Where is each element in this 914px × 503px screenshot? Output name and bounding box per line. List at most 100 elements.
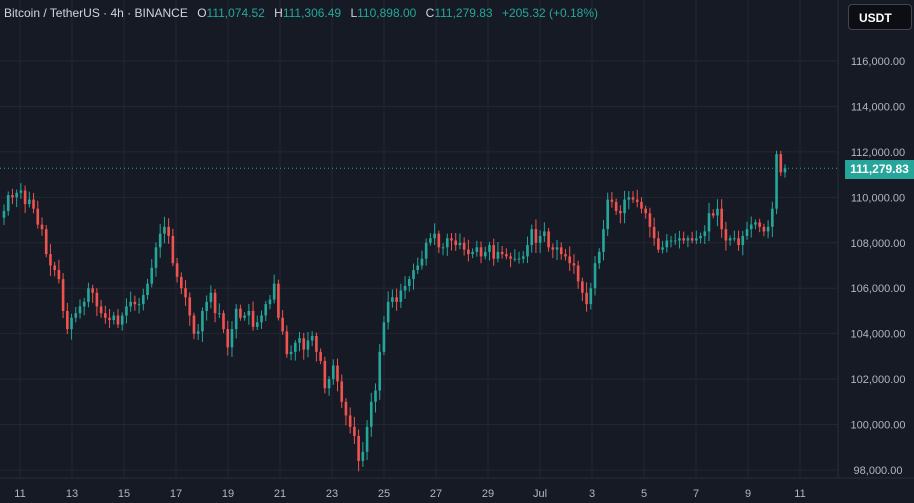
- candle: [82, 301, 86, 307]
- candle: [163, 226, 166, 234]
- open-value: 111,074.52: [206, 6, 265, 20]
- candle: [424, 242, 428, 259]
- candle: [564, 254, 567, 257]
- candle: [230, 329, 234, 348]
- candle: [344, 401, 348, 416]
- candle: [597, 251, 601, 264]
- candle: [678, 238, 681, 241]
- candle: [454, 240, 458, 246]
- candle: [614, 201, 618, 211]
- x-tick-label: 25: [378, 488, 390, 500]
- candle: [70, 317, 73, 330]
- x-tick-label: 7: [693, 488, 699, 500]
- candle: [234, 308, 238, 330]
- candle: [648, 213, 652, 227]
- candle: [44, 229, 48, 255]
- candle: [657, 238, 660, 250]
- candle: [665, 240, 669, 248]
- candle: [209, 292, 213, 302]
- candle: [488, 245, 491, 252]
- candle: [137, 304, 141, 306]
- candle: [437, 233, 441, 248]
- candle: [745, 229, 749, 236]
- x-tick-label: 27: [430, 488, 442, 500]
- candle: [585, 292, 588, 305]
- candle: [412, 270, 415, 280]
- symbol-title[interactable]: Bitcoin / TetherUS · 4h · BINANCE: [4, 6, 188, 20]
- candle: [395, 297, 398, 302]
- y-tick-label: 102,000.00: [850, 374, 905, 386]
- candle: [749, 224, 753, 230]
- y-tick-label: 112,000.00: [851, 147, 905, 159]
- candle: [99, 306, 103, 314]
- y-tick-label: 106,000.00: [850, 283, 905, 295]
- candle: [188, 297, 192, 316]
- candle: [19, 190, 23, 193]
- candle: [707, 213, 711, 232]
- candle: [319, 351, 322, 361]
- candle: [11, 195, 14, 198]
- candle: [703, 231, 707, 236]
- y-tick-label: 100,000.00: [850, 420, 905, 432]
- x-tick-label: 5: [641, 488, 647, 500]
- candle: [551, 247, 555, 250]
- candle: [125, 306, 128, 316]
- candle: [619, 210, 622, 214]
- x-tick-label: 11: [794, 488, 805, 500]
- candle: [771, 208, 774, 227]
- candle: [91, 288, 94, 293]
- candle: [327, 379, 331, 389]
- candle: [555, 247, 559, 250]
- x-tick-label: 23: [326, 488, 338, 500]
- candle: [568, 256, 572, 264]
- close-key: C: [425, 6, 435, 20]
- change-value: +205.32 (+0.18%): [501, 6, 599, 20]
- candle: [399, 290, 403, 302]
- y-tick-label: 114,000.00: [851, 101, 905, 113]
- candle: [40, 224, 44, 230]
- candle: [762, 226, 766, 232]
- candle: [606, 199, 610, 230]
- candle: [530, 229, 534, 246]
- candle: [581, 281, 584, 293]
- candle: [724, 229, 728, 241]
- candle: [310, 335, 314, 341]
- candle: [243, 315, 246, 318]
- candle: [374, 390, 377, 402]
- candle: [201, 310, 204, 332]
- candle: [635, 199, 639, 202]
- x-tick-label: 13: [66, 488, 78, 500]
- candle: [716, 208, 719, 216]
- candle: [429, 238, 432, 243]
- candle: [36, 208, 40, 225]
- candle: [158, 233, 162, 248]
- x-tick-label: 19: [222, 488, 234, 500]
- candle: [733, 238, 736, 240]
- candle: [167, 226, 170, 236]
- candle: [737, 238, 740, 246]
- candle: [661, 247, 664, 250]
- candle: [496, 251, 500, 259]
- candle: [631, 197, 635, 200]
- candle: [458, 242, 462, 246]
- candle: [690, 238, 694, 241]
- x-tick-label: Jul: [533, 488, 547, 500]
- candle: [179, 276, 183, 289]
- candle: [391, 297, 394, 302]
- candle: [260, 315, 263, 323]
- candle: [644, 208, 647, 214]
- candle: [74, 313, 78, 318]
- candle: [277, 283, 280, 318]
- currency-button[interactable]: USDT: [848, 4, 912, 30]
- candle: [66, 310, 69, 330]
- candle: [433, 233, 436, 239]
- y-tick-label: 110,000.00: [851, 192, 905, 204]
- candle: [382, 322, 386, 352]
- candle: [171, 235, 175, 264]
- candle: [251, 310, 255, 327]
- candle: [213, 292, 217, 314]
- candle: [365, 426, 369, 452]
- candle: [547, 231, 550, 248]
